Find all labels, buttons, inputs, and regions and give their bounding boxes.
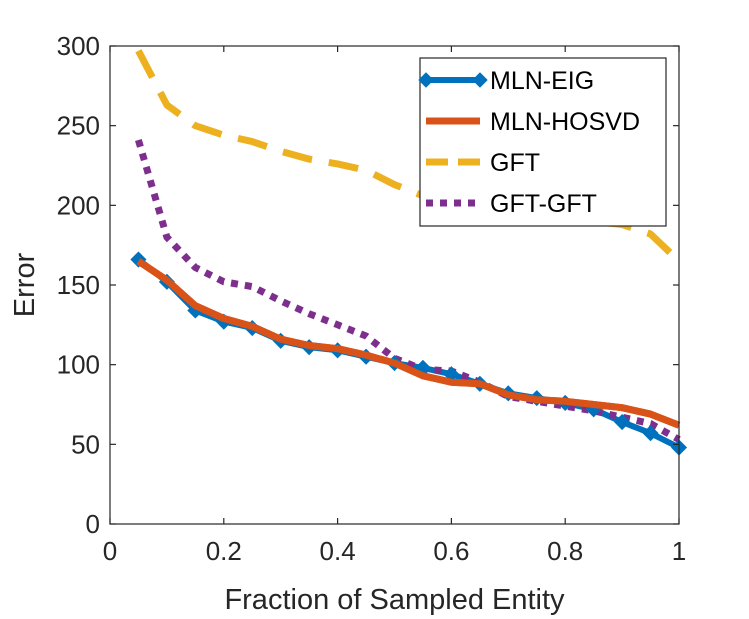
x-tick-label: 0.4 [320, 536, 356, 566]
series-line-mln-hosvd-overlay [136, 258, 681, 429]
x-tick-label: 0.6 [433, 536, 469, 566]
legend-label: MLN-HOSVD [490, 108, 640, 136]
y-tick-label: 100 [57, 350, 100, 380]
series-line-gft-gft [135, 139, 681, 443]
legend-marker [472, 72, 488, 88]
legend-box [419, 57, 667, 227]
data-point [642, 425, 659, 442]
y-tick-label: 150 [57, 270, 100, 300]
x-tick-label: 0.8 [547, 536, 583, 566]
y-tick-label: 200 [57, 190, 100, 220]
x-tick-label: 0.2 [206, 536, 242, 566]
y-tick-label: 50 [71, 429, 100, 459]
legend-label: MLN-EIG [490, 67, 594, 95]
legend: MLN-EIG MLN-HOSVD GFT GFT-GFT [418, 57, 667, 227]
y-tick-label: 250 [57, 111, 100, 141]
x-tick-label: 1 [672, 536, 686, 566]
x-tick-label: 0 [103, 536, 117, 566]
axes: 0 0.2 0.4 0.6 0.8 1 0 50 100 150 200 250 300 [57, 31, 687, 566]
x-axis-label: Fraction of Sampled Entity [224, 584, 565, 616]
y-axis-label: Error [9, 252, 41, 317]
legend-label: GFT [490, 149, 540, 177]
y-tick-label: 300 [57, 31, 100, 61]
data-point [614, 413, 631, 431]
y-tick-label: 0 [86, 509, 100, 539]
legend-label: GFT-GFT [490, 190, 597, 218]
legend-marker [418, 72, 434, 88]
